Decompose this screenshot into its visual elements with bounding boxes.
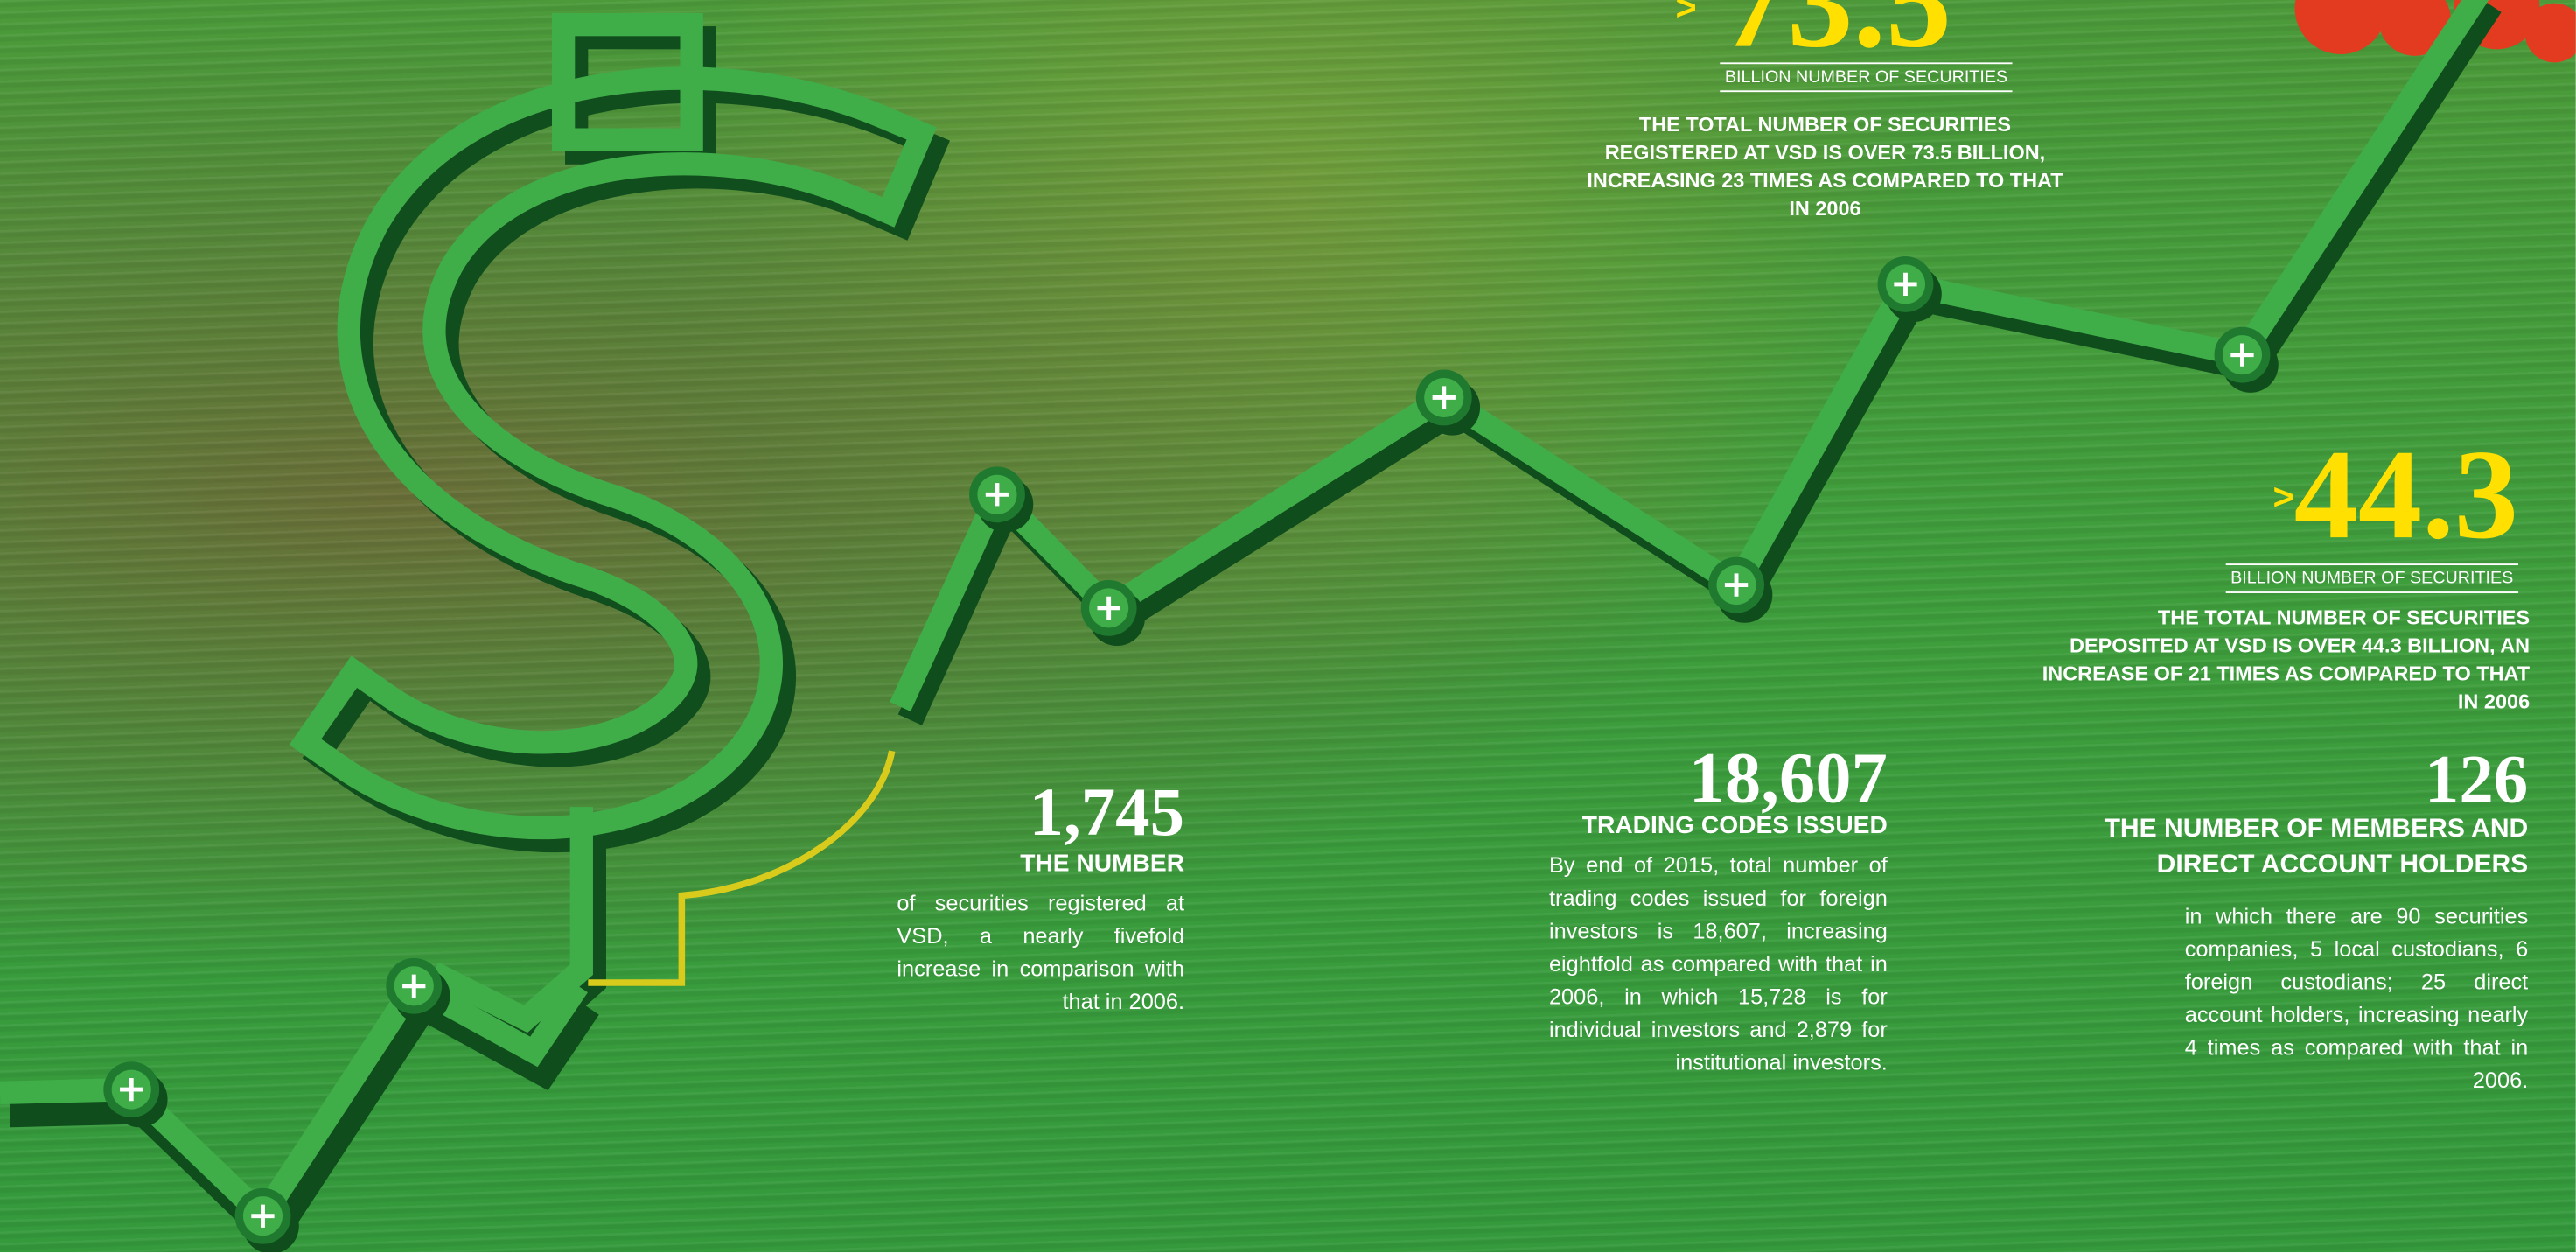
stat-body: of securities registered at VSD, a nearl… [897,887,1184,1018]
stat-value: 73.5 [1721,0,1951,69]
stat-heading: TRADING CODES ISSUED [1582,808,1888,844]
stat-body: By end of 2015, total number of trading … [1549,850,1888,1080]
stat-caption: BILLION NUMBER OF SECURITIES [1720,62,2013,92]
stat-value: 126 [2425,746,2528,816]
right-stat: > 44.3 [2272,430,2517,558]
prefix: > [1676,0,1697,30]
stat-description: THE TOTAL NUMBER OF SECURITIES REGISTERE… [1581,112,2070,224]
stat-value: 44.3 [2294,430,2518,558]
prefix: > [2272,477,2293,520]
stat-body: in which there are 90 securities compani… [2185,900,2529,1097]
stat-caption: BILLION NUMBER OF SECURITIES [2225,564,2518,593]
page: {"top_stat": {"prefix": ">", "value": "7… [0,0,2576,1253]
stat-heading: THE NUMBER OF MEMBERS AND DIRECT ACCOUNT… [2101,812,2528,885]
stat-value: 18,607 [1689,743,1888,816]
stat-description: THE TOTAL NUMBER OF SECURITIES DEPOSITED… [2037,605,2530,717]
infographic: > 73.5 BILLION NUMBER OF SECURITIES THE … [0,0,2576,1252]
stat-heading: THE NUMBER [1020,846,1184,882]
stat-value: 1,745 [1030,779,1184,848]
